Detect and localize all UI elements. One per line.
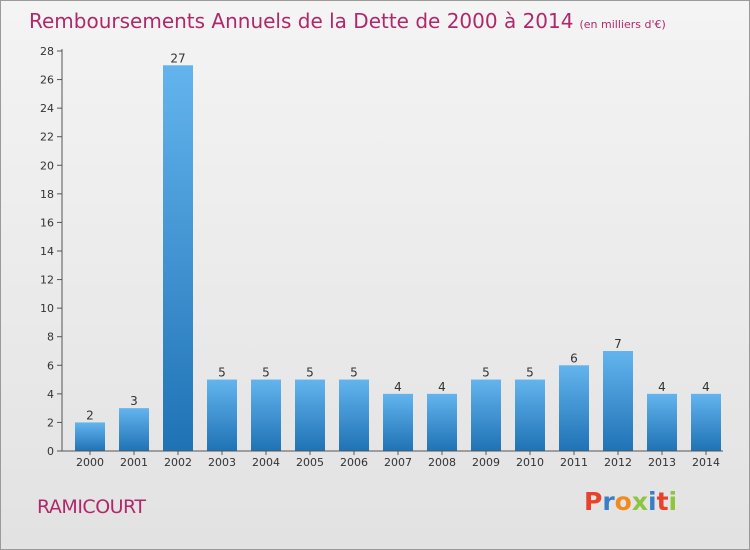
x-tick-label-2001: 2001 — [120, 456, 148, 469]
data-label-2003: 5 — [218, 366, 226, 380]
data-label-2007: 4 — [394, 380, 402, 394]
data-label-2008: 4 — [438, 380, 446, 394]
x-tick-label-2010: 2010 — [516, 456, 544, 469]
logo-letter: x — [631, 487, 648, 516]
y-tick-label: 24 — [40, 102, 54, 115]
data-label-2000: 2 — [86, 408, 94, 422]
y-tick-label: 12 — [40, 274, 54, 287]
y-tick-label: 8 — [47, 331, 54, 344]
x-tick-label-2008: 2008 — [428, 456, 456, 469]
y-tick-label: 28 — [40, 45, 54, 58]
y-tick-label: 4 — [47, 388, 54, 401]
x-tick-label-2011: 2011 — [560, 456, 588, 469]
y-tick-label: 10 — [40, 302, 54, 315]
bar-2006 — [339, 379, 369, 451]
bar-2002 — [163, 65, 193, 452]
data-label-2001: 3 — [130, 394, 138, 408]
bar-2000 — [75, 422, 105, 451]
logo-letter: i — [648, 487, 657, 516]
x-tick-label-2006: 2006 — [340, 456, 368, 469]
bars-group: 2 3 27 5 5 5 5 4 4 5 5 6 7 4 4 — [75, 51, 721, 452]
y-tick-label: 14 — [40, 245, 54, 258]
logo-letter: o — [614, 487, 632, 516]
y-tick-label: 6 — [47, 359, 54, 372]
chart-subtitle: (en milliers d'€) — [579, 18, 666, 31]
logo-letter: P — [584, 487, 603, 516]
bar-2007 — [383, 393, 413, 451]
x-tick-label-2004: 2004 — [252, 456, 280, 469]
y-tick-label: 16 — [40, 216, 54, 229]
bar-2012 — [603, 351, 633, 451]
proxiti-logo: Proxiti — [584, 487, 677, 516]
data-label-2013: 4 — [658, 380, 666, 394]
data-label-2005: 5 — [306, 366, 314, 380]
y-tick-label: 26 — [40, 74, 54, 87]
x-tick-label-2007: 2007 — [384, 456, 412, 469]
data-label-2009: 5 — [482, 366, 490, 380]
bar-2004 — [251, 379, 281, 451]
data-label-2006: 5 — [350, 366, 358, 380]
chart-title-text: Remboursements Annuels de la Dette de 20… — [29, 9, 574, 33]
bar-2010 — [515, 379, 545, 451]
bar-2008 — [427, 393, 457, 451]
commune-name: RAMICOURT — [37, 496, 146, 518]
x-tick-label-2003: 2003 — [208, 456, 236, 469]
data-label-2002: 27 — [170, 51, 185, 65]
data-label-2011: 6 — [570, 351, 578, 365]
y-tick-label: 18 — [40, 188, 54, 201]
bar-2005 — [295, 379, 325, 451]
logo-letter: i — [668, 487, 678, 516]
x-tick-label-2013: 2013 — [648, 456, 676, 469]
y-tick-label: 22 — [40, 131, 54, 144]
y-tick-label: 20 — [40, 159, 54, 172]
data-label-2014: 4 — [702, 380, 710, 394]
chart-title: Remboursements Annuels de la Dette de 20… — [29, 9, 666, 33]
data-label-2012: 7 — [614, 337, 622, 351]
bar-2011 — [559, 365, 589, 451]
y-tick-label: 2 — [47, 416, 54, 429]
bar-2009 — [471, 379, 501, 451]
y-tick-label: 0 — [47, 445, 54, 458]
x-tick-label-2000: 2000 — [76, 456, 104, 469]
data-label-2010: 5 — [526, 366, 534, 380]
data-label-2004: 5 — [262, 366, 270, 380]
logo-letter: t — [656, 487, 669, 516]
x-tick-label-2002: 2002 — [164, 456, 192, 469]
x-tick-label-2012: 2012 — [604, 456, 632, 469]
x-tick-label-2005: 2005 — [296, 456, 324, 469]
x-tick-label-2014: 2014 — [692, 456, 720, 469]
logo-letter: r — [602, 487, 615, 516]
x-tick-label-2009: 2009 — [472, 456, 500, 469]
bar-2013 — [647, 393, 677, 451]
bar-2014 — [691, 393, 721, 451]
bar-2001 — [119, 408, 149, 451]
bar-2003 — [207, 379, 237, 451]
